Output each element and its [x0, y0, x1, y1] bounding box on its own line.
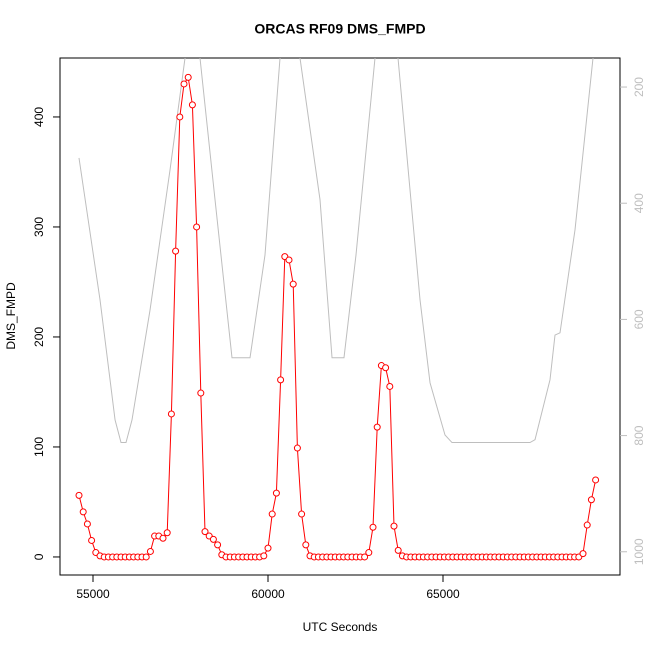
data-point — [592, 476, 600, 484]
data-point — [83, 520, 91, 528]
y-axis-label: DMS_FMPD — [4, 282, 18, 350]
y-tick-label: 400 — [32, 107, 46, 127]
x-tick-label: 55000 — [76, 587, 110, 601]
y2-tick-label: 1000 — [632, 538, 646, 565]
data-point — [167, 410, 175, 418]
data-point — [142, 553, 150, 561]
data-point — [390, 522, 398, 530]
data-point — [268, 510, 276, 518]
x-tick-label: 65000 — [426, 587, 460, 601]
data-point — [285, 256, 293, 264]
data-point — [587, 496, 595, 504]
data-point — [394, 546, 402, 554]
data-point — [214, 541, 222, 549]
data-point — [583, 521, 591, 529]
y2-tick-label: 800 — [632, 425, 646, 445]
data-point — [79, 508, 87, 516]
data-point — [386, 382, 394, 390]
data-point — [176, 113, 184, 121]
y-tick-label: 300 — [32, 217, 46, 237]
data-point — [369, 523, 377, 531]
data-point — [298, 510, 306, 518]
data-point — [201, 528, 209, 536]
data-point — [163, 529, 171, 537]
data-point — [361, 553, 369, 561]
data-point — [88, 536, 96, 544]
secondary-line — [78, 58, 594, 444]
data-point — [209, 535, 217, 543]
data-point — [197, 389, 205, 397]
plot-frame — [59, 57, 621, 576]
data-point — [188, 101, 196, 109]
data-point — [302, 541, 310, 549]
data-point — [289, 280, 297, 288]
data-point — [272, 489, 280, 497]
chart-title: ORCAS RF09 DMS_FMPD — [254, 21, 425, 37]
data-point — [365, 549, 373, 557]
data-point — [382, 364, 390, 372]
data-point — [579, 550, 587, 558]
y-tick-label: 200 — [32, 327, 46, 347]
data-point — [159, 534, 167, 542]
plot-area — [75, 58, 600, 561]
y2-tick-label: 400 — [632, 193, 646, 213]
y2-tick-label: 200 — [632, 77, 646, 97]
x-tick-label: 60000 — [251, 587, 285, 601]
data-point — [172, 247, 180, 255]
data-point — [277, 376, 285, 384]
data-point — [293, 444, 301, 452]
data-point — [75, 491, 83, 499]
x-axis-label: UTC Seconds — [303, 620, 378, 634]
data-point — [180, 80, 188, 88]
y-tick-label: 0 — [32, 553, 46, 560]
data-point — [146, 547, 154, 555]
data-point — [373, 423, 381, 431]
data-point — [260, 552, 268, 560]
data-point — [264, 544, 272, 552]
y-tick-label: 100 — [32, 437, 46, 457]
y2-tick-label: 600 — [632, 309, 646, 329]
data-point — [193, 223, 201, 231]
data-point — [184, 73, 192, 81]
